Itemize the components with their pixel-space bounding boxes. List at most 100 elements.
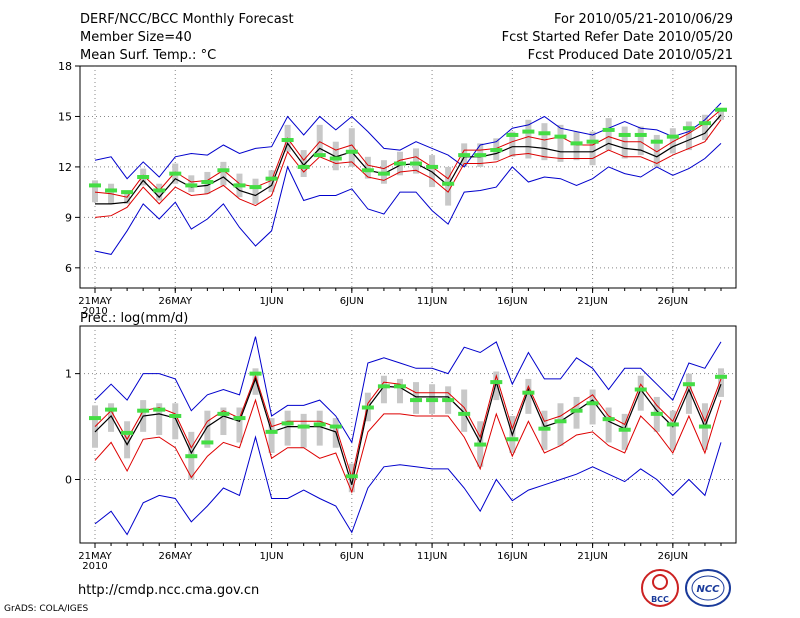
prec-forecast-marker bbox=[377, 384, 390, 389]
temperature-chart: 21MAY 26MAY 1JUN 6JUN 11JUN 16JUN 21JUN 26JUN 20… bbox=[58, 60, 737, 317]
temp-spread-box bbox=[557, 124, 564, 162]
footer-url[interactable]: http://cmdp.ncc.cma.gov.cn bbox=[78, 583, 260, 598]
temp-ytick-label: 9 bbox=[65, 211, 72, 224]
temp-forecast-marker bbox=[682, 126, 695, 131]
temp-forecast-marker bbox=[153, 188, 166, 193]
prec-forecast-marker bbox=[185, 454, 198, 459]
prec-forecast-marker bbox=[281, 421, 294, 426]
prec-spread-box bbox=[413, 382, 420, 414]
temp-spread-box bbox=[429, 155, 436, 188]
prec-spread-box bbox=[156, 403, 163, 436]
prec-spread-box bbox=[557, 403, 564, 446]
temp-forecast-marker bbox=[281, 138, 294, 142]
temp-forecast-marker bbox=[121, 190, 134, 195]
temperature-panel-title: Mean Surf. Temp.: °C bbox=[80, 48, 217, 63]
prec-forecast-marker bbox=[393, 384, 406, 389]
prec-spread-box bbox=[669, 410, 676, 450]
temp-forecast-marker bbox=[570, 141, 583, 146]
prec-xtick-label: 26MAY bbox=[158, 551, 192, 562]
temp-spread-box bbox=[413, 148, 420, 174]
prec-forecast-marker bbox=[137, 408, 150, 413]
temp-spread-box bbox=[316, 124, 323, 156]
bcc-logo-text: BCC bbox=[651, 595, 669, 604]
prec-forecast-marker bbox=[329, 424, 342, 429]
prec-spread-box bbox=[637, 375, 644, 411]
prec-forecast-marker bbox=[426, 398, 439, 403]
temp-spread-box bbox=[685, 121, 692, 151]
prec-spread-box bbox=[525, 378, 532, 414]
temp-forecast-marker bbox=[666, 134, 679, 139]
bcc-logo: BCC bbox=[641, 569, 679, 607]
prec-series-ensemble-max bbox=[94, 336, 722, 444]
temp-spread-box bbox=[92, 180, 98, 203]
prec-forecast-marker bbox=[698, 424, 711, 429]
prec-forecast-marker bbox=[715, 374, 727, 379]
temp-forecast-marker bbox=[458, 153, 471, 158]
temp-spread-box bbox=[589, 131, 596, 166]
temp-spread-box bbox=[718, 108, 724, 120]
temp-forecast-marker bbox=[297, 164, 310, 169]
temp-forecast-marker bbox=[265, 176, 278, 181]
prec-forecast-marker bbox=[458, 411, 471, 416]
prec-spread-box bbox=[316, 410, 323, 446]
temp-forecast-marker bbox=[393, 161, 406, 166]
temp-xtick-label: 6JUN bbox=[340, 296, 364, 307]
prec-forecast-marker bbox=[522, 390, 535, 395]
precipitation-chart: 21MAY 26MAY 1JUN 6JUN 11JUN 16JUN 21JUN 26JUN 20… bbox=[65, 325, 737, 572]
temp-forecast-marker bbox=[249, 185, 262, 190]
temp-forecast-marker bbox=[554, 134, 567, 139]
prec-forecast-marker bbox=[570, 408, 583, 413]
temp-forecast-marker bbox=[105, 188, 118, 193]
prec-forecast-marker bbox=[153, 407, 166, 412]
temp-forecast-marker bbox=[426, 164, 439, 169]
temp-spread-box bbox=[621, 126, 628, 159]
prec-forecast-marker bbox=[474, 442, 487, 447]
forecast-period: For 2010/05/21-2010/06/29 bbox=[554, 12, 733, 27]
temp-spread-box bbox=[653, 134, 660, 167]
prec-spread-box bbox=[605, 407, 612, 443]
prec-forecast-marker bbox=[345, 474, 358, 479]
prec-spread-box bbox=[252, 368, 259, 395]
member-size: Member Size=40 bbox=[80, 30, 192, 45]
grads-credit: GrADS: COLA/IGES bbox=[4, 604, 89, 614]
temp-spread-box bbox=[364, 156, 371, 179]
temp-spread-box bbox=[268, 170, 275, 193]
prec-series-ensemble-min bbox=[94, 435, 722, 536]
prec-forecast-marker bbox=[618, 427, 631, 432]
temp-forecast-marker bbox=[490, 148, 503, 153]
temp-forecast-marker bbox=[201, 180, 214, 185]
temp-spread-box bbox=[348, 128, 355, 167]
prec-forecast-marker bbox=[666, 422, 679, 427]
prec-xtick-label: 21JUN bbox=[577, 551, 607, 562]
temp-forecast-marker bbox=[715, 107, 727, 112]
ncc-logo-text: NCC bbox=[696, 584, 720, 595]
prec-series-ensemble-mean bbox=[94, 377, 722, 485]
temp-forecast-marker bbox=[233, 183, 246, 188]
temp-forecast-marker bbox=[586, 139, 599, 144]
prec-spread-box bbox=[268, 418, 275, 454]
temp-forecast-marker bbox=[345, 149, 358, 154]
prec-spread-box bbox=[493, 371, 500, 401]
precip-panel-title: Prec.: log(mm/d) bbox=[80, 311, 189, 326]
temp-xtick-label: 26JUN bbox=[658, 296, 688, 307]
prec-xtick-label: 1JUN bbox=[260, 551, 284, 562]
prec-forecast-marker bbox=[506, 437, 519, 442]
temp-forecast-marker bbox=[89, 183, 101, 188]
temp-xtick-label: 21JUN bbox=[577, 296, 607, 307]
prec-forecast-marker bbox=[442, 398, 455, 403]
prec-spread-box bbox=[461, 389, 468, 432]
prec-spread-box bbox=[573, 396, 580, 429]
temp-spread-box bbox=[669, 128, 676, 154]
prec-forecast-marker bbox=[538, 426, 551, 431]
prec-spread-box bbox=[621, 413, 628, 450]
temp-series-ensemble-mean bbox=[95, 114, 722, 205]
temp-forecast-marker bbox=[634, 132, 647, 137]
prec-spread-box bbox=[236, 407, 243, 443]
temp-spread-box bbox=[541, 123, 548, 161]
prec-forecast-marker bbox=[89, 416, 101, 421]
temp-forecast-marker bbox=[602, 127, 615, 132]
prec-spread-box bbox=[589, 389, 596, 425]
temp-ytick-label: 12 bbox=[58, 161, 72, 174]
temp-year-label: 2010 bbox=[82, 306, 107, 317]
forecast-start-date: Fcst Started Refer Date 2010/05/20 bbox=[501, 30, 733, 45]
